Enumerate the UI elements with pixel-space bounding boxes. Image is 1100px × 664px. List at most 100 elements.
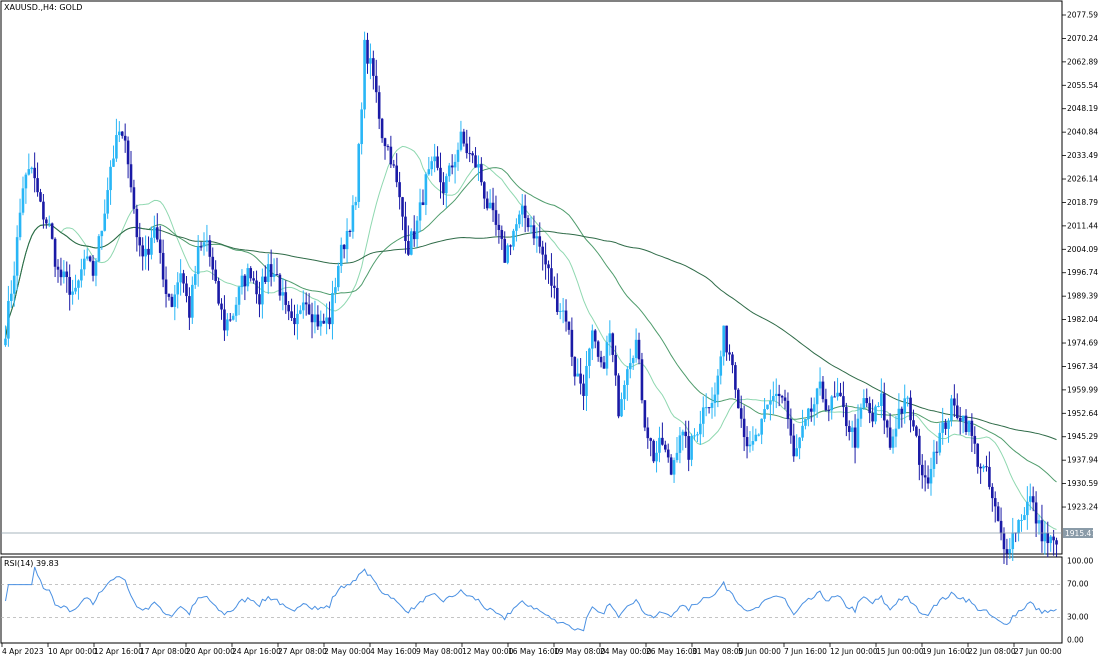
candle bbox=[120, 131, 124, 139]
candle bbox=[523, 194, 527, 233]
candle bbox=[588, 347, 591, 379]
candle bbox=[462, 128, 466, 147]
candle bbox=[182, 269, 185, 293]
time-tick-label: 26 May 16:00 bbox=[646, 647, 698, 656]
candle bbox=[453, 154, 457, 184]
candle bbox=[801, 409, 804, 441]
rsi-tick-label: 0.00 bbox=[1067, 636, 1084, 645]
candle bbox=[293, 304, 296, 336]
candle bbox=[1023, 507, 1026, 521]
candle bbox=[678, 426, 682, 464]
candle bbox=[199, 241, 203, 251]
time-tick-label: 19 Jun 16:00 bbox=[922, 647, 970, 656]
candle bbox=[471, 151, 474, 164]
candle bbox=[699, 410, 702, 445]
rsi-pane-frame[interactable] bbox=[0, 556, 1063, 644]
candle bbox=[1028, 483, 1032, 511]
candle bbox=[409, 228, 413, 256]
price-tick-label: 2011.44 bbox=[1067, 221, 1098, 230]
candle bbox=[944, 418, 947, 436]
candle bbox=[65, 261, 69, 293]
candle bbox=[307, 293, 311, 315]
candle bbox=[94, 257, 98, 287]
candle bbox=[935, 441, 939, 465]
candle bbox=[366, 32, 369, 74]
candle bbox=[774, 378, 778, 409]
candle bbox=[804, 418, 807, 430]
candle bbox=[646, 417, 650, 449]
candle bbox=[608, 320, 612, 356]
candle bbox=[862, 389, 866, 410]
candle bbox=[214, 260, 217, 284]
candle bbox=[264, 265, 267, 284]
candle bbox=[500, 225, 504, 250]
candle bbox=[877, 402, 880, 408]
candle bbox=[847, 420, 851, 441]
candle bbox=[538, 222, 542, 254]
candle bbox=[126, 136, 130, 179]
candle bbox=[596, 340, 600, 362]
candle bbox=[50, 222, 54, 240]
candle bbox=[696, 431, 699, 443]
candle bbox=[322, 313, 326, 324]
candle bbox=[701, 396, 705, 438]
candle bbox=[570, 317, 574, 367]
candle bbox=[649, 437, 653, 457]
candle bbox=[237, 285, 241, 316]
candle bbox=[18, 198, 22, 241]
candle bbox=[938, 423, 942, 456]
candle bbox=[614, 345, 617, 386]
candle bbox=[891, 429, 895, 454]
axes: 2077.59 2070.24 2062.89 2055.54 2048.19 2040.… bbox=[1, 11, 1098, 656]
candle bbox=[193, 265, 197, 289]
candle bbox=[480, 157, 483, 186]
candle bbox=[383, 137, 387, 160]
candle bbox=[226, 313, 229, 337]
candle bbox=[926, 465, 930, 489]
candle bbox=[97, 234, 101, 263]
candle bbox=[342, 244, 346, 259]
candle bbox=[12, 261, 16, 307]
candle bbox=[1017, 519, 1020, 542]
price-tick-label: 1937.94 bbox=[1067, 456, 1098, 465]
candle bbox=[544, 242, 547, 280]
candle bbox=[395, 153, 398, 188]
candle bbox=[751, 426, 755, 451]
candle bbox=[112, 145, 115, 167]
candle bbox=[894, 415, 898, 448]
price-tick-label: 2062.89 bbox=[1067, 57, 1098, 66]
candle bbox=[447, 162, 451, 182]
price-tick-label: 2055.54 bbox=[1067, 81, 1098, 90]
candle bbox=[4, 325, 7, 347]
candle bbox=[623, 380, 626, 410]
candle bbox=[821, 376, 825, 403]
candle bbox=[757, 433, 761, 437]
price-tick-label: 1982.04 bbox=[1067, 315, 1098, 324]
candle bbox=[445, 173, 448, 208]
candle bbox=[59, 257, 63, 286]
current-price-tag bbox=[1063, 528, 1093, 538]
candle bbox=[839, 382, 842, 397]
time-tick-label: 19 May 08:00 bbox=[554, 647, 606, 656]
candle bbox=[853, 414, 857, 464]
candle bbox=[427, 156, 431, 176]
candle bbox=[929, 457, 933, 496]
candle bbox=[255, 270, 258, 304]
candle bbox=[158, 225, 162, 264]
candle bbox=[772, 381, 775, 415]
rsi-tick-label: 70.00 bbox=[1067, 580, 1089, 589]
candle bbox=[53, 237, 57, 278]
time-tick-label: 15 Jun 00:00 bbox=[876, 647, 924, 656]
candle bbox=[809, 397, 813, 422]
candle bbox=[973, 426, 977, 455]
candle bbox=[281, 278, 285, 311]
candle bbox=[731, 351, 734, 374]
time-tick-label: 17 Apr 08:00 bbox=[140, 647, 189, 656]
candle bbox=[497, 213, 501, 244]
candle bbox=[261, 268, 264, 319]
main-chart-frame[interactable] bbox=[0, 0, 1063, 555]
candle bbox=[547, 260, 550, 284]
candle bbox=[915, 425, 918, 438]
candle bbox=[631, 355, 635, 370]
